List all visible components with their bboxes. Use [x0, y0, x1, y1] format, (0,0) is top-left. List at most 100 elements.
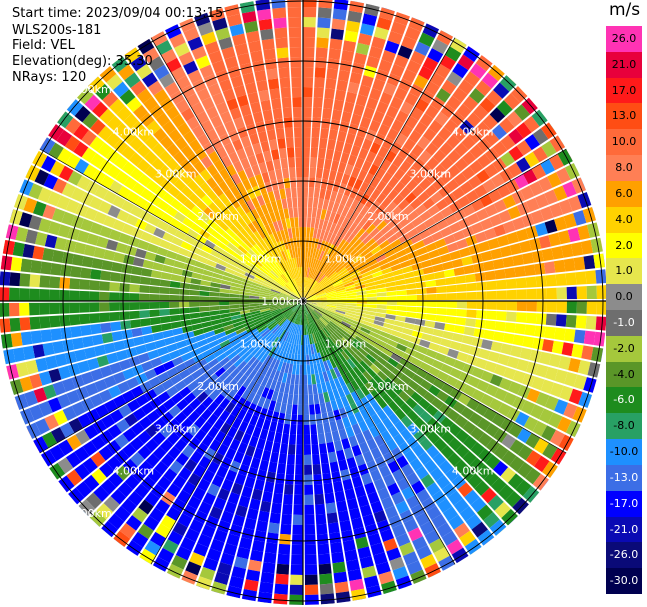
velocity-gate: [230, 314, 242, 321]
velocity-gate: [436, 285, 447, 294]
velocity-gate: [220, 313, 231, 319]
velocity-gate: [136, 158, 151, 173]
velocity-gate: [248, 40, 262, 53]
velocity-gate: [240, 363, 251, 375]
velocity-gate: [228, 335, 239, 343]
velocity-gate: [338, 183, 347, 195]
velocity-gate: [431, 514, 447, 529]
velocity-gate: [225, 227, 237, 239]
velocity-gate: [304, 564, 318, 575]
velocity-gate: [482, 114, 498, 130]
velocity-gate: [232, 274, 244, 282]
velocity-gate: [235, 327, 246, 335]
velocity-gate: [433, 438, 448, 452]
velocity-gate: [226, 242, 238, 252]
velocity-gate: [382, 271, 394, 279]
velocity-gate: [166, 343, 178, 353]
velocity-gate: [410, 391, 423, 404]
velocity-gate: [373, 132, 386, 146]
velocity-gate: [370, 327, 382, 335]
velocity-gate: [327, 347, 335, 358]
velocity-gate: [505, 491, 522, 508]
velocity-gate: [96, 503, 113, 520]
velocity-gate: [485, 383, 499, 397]
velocity-gate: [281, 330, 288, 341]
velocity-gate: [211, 377, 223, 389]
azimuth-spoke: [39, 300, 304, 454]
velocity-gate: [355, 350, 366, 360]
velocity-gate: [279, 329, 286, 340]
velocity-gate: [219, 254, 230, 263]
velocity-gate: [400, 415, 413, 428]
velocity-gate: [264, 119, 275, 131]
velocity-gate: [320, 209, 327, 220]
velocity-gate: [19, 288, 30, 301]
velocity-gate: [246, 380, 256, 392]
velocity-gate: [361, 323, 373, 331]
velocity-gate: [363, 172, 375, 185]
velocity-gate: [391, 491, 405, 505]
velocity-gate: [204, 330, 216, 339]
velocity-gate: [568, 195, 582, 212]
velocity-gate: [209, 296, 220, 301]
velocity-gate: [290, 268, 296, 279]
velocity-gate: [425, 404, 439, 417]
velocity-gate: [166, 171, 180, 185]
velocity-gate: [431, 231, 444, 242]
velocity-gate: [130, 120, 146, 136]
velocity-gate: [354, 485, 367, 498]
velocity-gate: [370, 200, 381, 212]
velocity-gate: [307, 267, 312, 278]
velocity-gate: [490, 248, 503, 260]
velocity-gate: [565, 420, 581, 438]
velocity-gate: [305, 324, 309, 335]
velocity-gate: [161, 378, 174, 391]
velocity-gate: [296, 434, 303, 445]
velocity-gate: [264, 58, 277, 70]
velocity-gate: [106, 73, 123, 90]
velocity-gate: [422, 266, 434, 275]
velocity-gate: [311, 281, 318, 291]
velocity-gate: [190, 278, 202, 285]
velocity-gate: [159, 294, 170, 301]
velocity-gate: [359, 181, 370, 194]
velocity-gate: [356, 301, 367, 304]
velocity-gate: [83, 424, 99, 440]
velocity-gate: [324, 285, 334, 292]
velocity-gate: [293, 303, 301, 312]
velocity-gate: [159, 73, 175, 88]
velocity-gate: [274, 583, 289, 595]
velocity-gate: [144, 341, 157, 352]
velocity-gate: [307, 207, 313, 218]
velocity-gate: [275, 315, 285, 323]
velocity-gate: [51, 208, 66, 223]
velocity-gate: [232, 321, 244, 328]
velocity-gate: [173, 178, 187, 192]
velocity-gate: [323, 391, 330, 403]
velocity-gate: [251, 164, 261, 176]
velocity-gate: [310, 280, 317, 290]
velocity-gate: [363, 65, 377, 78]
velocity-gate: [576, 286, 587, 300]
velocity-gate: [262, 192, 271, 204]
velocity-gate: [277, 264, 285, 274]
velocity-gate: [330, 319, 340, 327]
velocity-gate: [225, 469, 238, 483]
velocity-gate: [322, 314, 332, 321]
velocity-gate: [226, 164, 237, 177]
velocity-gate: [571, 343, 584, 359]
velocity-gate: [209, 305, 220, 311]
velocity-gate: [260, 215, 269, 227]
velocity-gate: [132, 257, 145, 267]
velocity-gate: [265, 332, 274, 342]
velocity-gate: [229, 304, 240, 309]
velocity-gate: [216, 465, 229, 479]
colorbar-label: 8.0: [615, 161, 633, 175]
velocity-gate: [169, 33, 186, 48]
velocity-gate: [310, 344, 315, 355]
velocity-gate: [468, 244, 481, 255]
velocity-gate: [216, 352, 227, 363]
velocity-gate: [207, 83, 222, 97]
velocity-gate: [244, 323, 255, 331]
velocity-gate: [332, 332, 342, 341]
